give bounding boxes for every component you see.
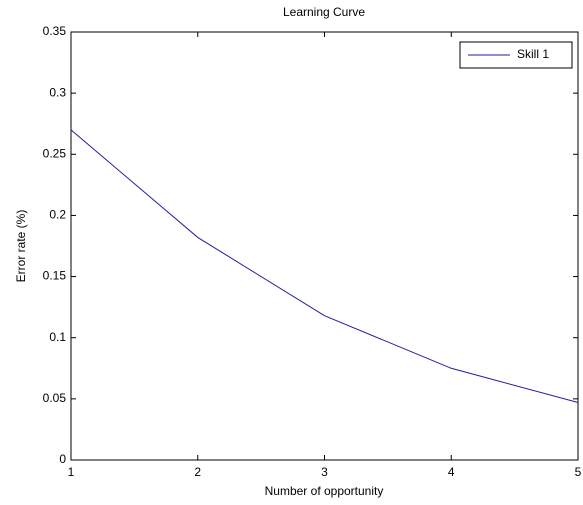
plot-area — [70, 31, 579, 461]
x-tick-label: 4 — [448, 465, 455, 479]
chart-title: Learning Curve — [283, 5, 365, 19]
x-tick-label: 1 — [68, 465, 75, 479]
y-axis-label: Error rate (%) — [14, 210, 28, 283]
x-tick-label: 2 — [194, 465, 201, 479]
y-tick-label: 0.1 — [49, 330, 66, 344]
y-tick-label: 0.3 — [49, 85, 66, 99]
series-line — [70, 129, 579, 404]
x-tick-label: 5 — [575, 465, 582, 479]
y-tick-label: 0 — [59, 452, 66, 466]
y-tick-label: 0.15 — [43, 269, 67, 283]
legend-label: Skill 1 — [517, 47, 549, 61]
y-tick-label: 0.25 — [43, 146, 67, 160]
x-axis-label: Number of opportunity — [265, 484, 384, 498]
y-tick-label: 0.05 — [43, 391, 67, 405]
y-tick-label: 0.35 — [43, 24, 67, 38]
x-tick-label: 3 — [321, 465, 328, 479]
y-tick-label: 0.2 — [49, 208, 66, 222]
